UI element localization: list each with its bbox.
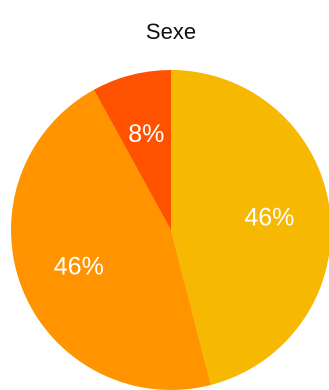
pie-slice-label-1: 46% — [244, 204, 294, 232]
pie-labels: 46% 46% 8% — [54, 120, 295, 281]
pie-slice-label-2: 46% — [54, 253, 104, 281]
pie-slices — [11, 70, 329, 390]
pie-slice-3 — [93, 70, 171, 230]
pie-slice-1 — [171, 70, 329, 385]
pie-slice-label-3: 8% — [128, 120, 164, 148]
pie-slice-2 — [11, 89, 211, 390]
chart-title: Sexe — [146, 19, 196, 44]
